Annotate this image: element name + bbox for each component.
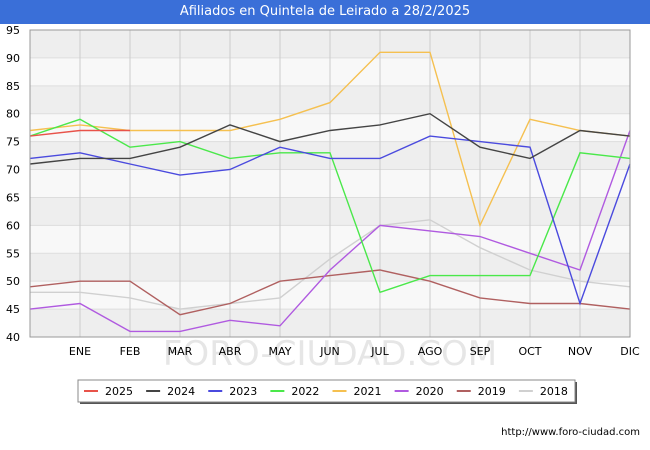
legend-label-2025: 2025	[105, 385, 133, 398]
watermark: FORO-CIUDAD.COM	[163, 334, 497, 374]
x-axis-ticks: ENE FEB MAR ABR MAY JUN JUL AGO SEP OCT NOV DIC	[69, 345, 640, 358]
x-tick-label: FEB	[120, 345, 141, 358]
y-tick-label: 80	[6, 108, 20, 121]
x-tick-label: MAR	[168, 345, 193, 358]
y-tick-label: 60	[6, 219, 20, 232]
legend-box	[77, 379, 576, 403]
x-tick-label: JUN	[319, 345, 340, 358]
x-tick-label: SEP	[470, 345, 491, 358]
y-tick-label: 70	[6, 164, 20, 177]
x-tick-label: DIC	[620, 345, 640, 358]
legend-label-2019: 2019	[478, 385, 506, 398]
y-tick-label: 85	[6, 80, 20, 93]
series-line-2022	[29, 118, 631, 294]
source-link[interactable]: http://www.foro-ciudad.com	[501, 427, 640, 438]
x-tick-label: OCT	[518, 345, 541, 358]
legend-label-2024: 2024	[167, 385, 195, 398]
series-line-2019	[29, 269, 631, 316]
y-tick-label: 40	[6, 331, 20, 344]
y-tick-label: 95	[6, 24, 20, 37]
x-tick-label: NOV	[568, 345, 593, 358]
legend-label-2023: 2023	[229, 385, 257, 398]
y-tick-label: 90	[6, 52, 20, 65]
series-line-2024	[29, 112, 631, 165]
y-tick-label: 45	[6, 303, 20, 316]
chart-title: Afiliados en Quintela de Leirado a 28/2/…	[0, 0, 650, 24]
y-tick-label: 75	[6, 136, 20, 149]
y-tick-label: 50	[6, 275, 20, 288]
legend-label-2018: 2018	[540, 385, 568, 398]
legend-label-2022: 2022	[291, 385, 319, 398]
plot-frame	[29, 29, 631, 338]
x-tick-label: MAY	[269, 345, 292, 358]
legend-label-2020: 2020	[416, 385, 444, 398]
series-line-2023	[29, 135, 631, 306]
legend-label-2021: 2021	[354, 385, 382, 398]
series-line-2025	[29, 129, 130, 137]
y-tick-label: 65	[6, 191, 20, 204]
x-tick-label: JUL	[370, 345, 389, 358]
y-tick-label: 55	[6, 247, 20, 260]
series-line-2018	[30, 219, 631, 310]
series-line-2020	[29, 130, 631, 333]
x-tick-label: AGO	[418, 345, 443, 358]
x-tick-label: ENE	[69, 345, 91, 358]
y-axis-ticks: 40 45 50 55 60 65 70 75 80 85 90 95	[6, 24, 20, 344]
legend: 2025 2024 2023 2022 2021 2020 2019 2018	[77, 379, 577, 404]
series-lines	[29, 51, 631, 333]
x-tick-label: ABR	[219, 345, 242, 358]
